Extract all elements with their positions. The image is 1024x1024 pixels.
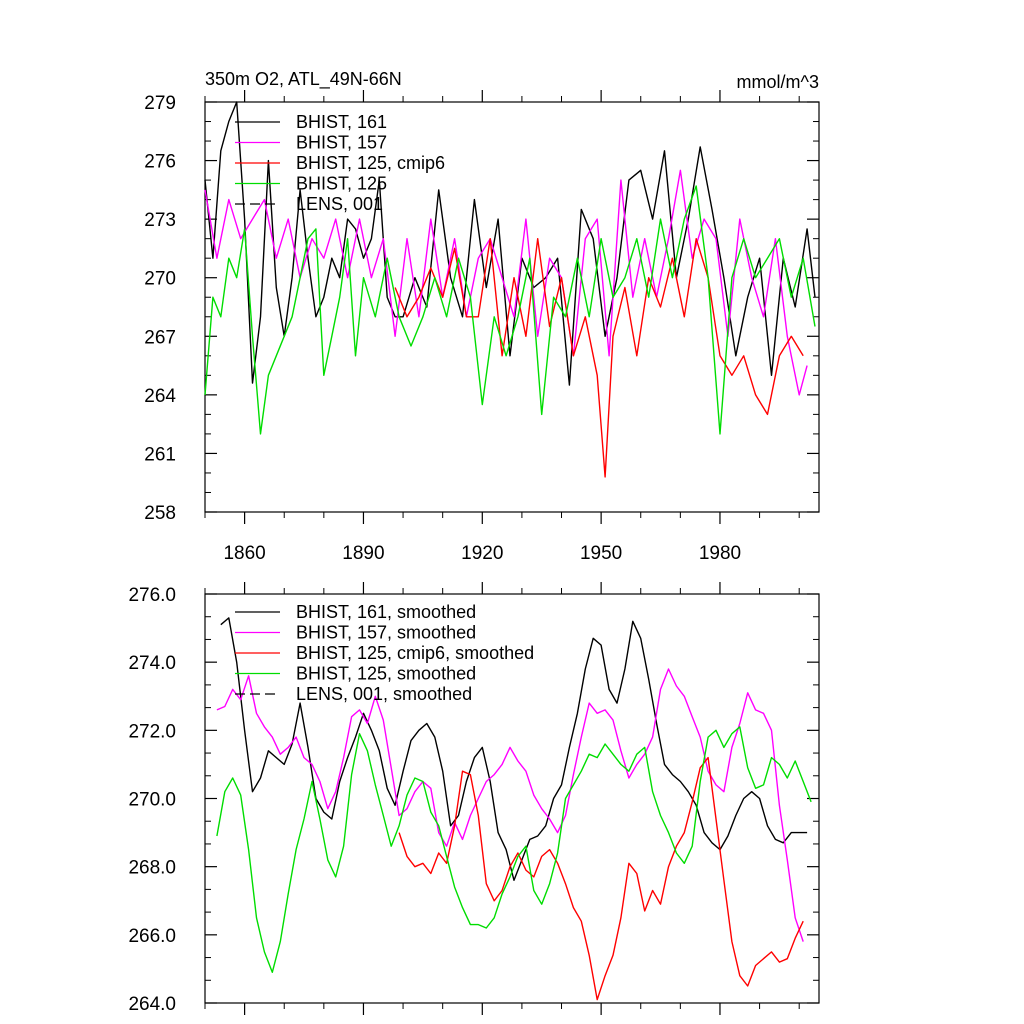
y-tick-label: 272.0: [128, 721, 176, 742]
y-tick-label: 279: [144, 93, 176, 114]
series-line: [204, 169, 808, 396]
legend-label: LENS, 001: [296, 194, 383, 214]
x-tick-label: 1950: [580, 543, 622, 564]
legend-label: LENS, 001, smoothed: [296, 684, 472, 704]
y-tick-label: 270.0: [128, 790, 176, 811]
legend-label: BHIST, 125: [296, 174, 387, 194]
panel-top: 350m O2, ATL_49N-66N mmol/m^3 258 261 264 2…: [144, 69, 820, 564]
series-line: [220, 617, 808, 881]
series-line: [394, 237, 804, 478]
series-line: [398, 756, 804, 1001]
y-tick-label: 276: [144, 152, 176, 173]
y-tick-label: 274.0: [128, 653, 176, 674]
legend-label: BHIST, 125, cmip6: [296, 153, 445, 173]
x-tick-label: 1920: [461, 543, 503, 564]
x-tick-label: 1980: [699, 543, 741, 564]
y-tick-label: 268.0: [128, 858, 176, 879]
y-tick-label: 276.0: [128, 585, 176, 606]
series-line: [204, 185, 816, 435]
plot-frame: [204, 101, 820, 513]
y-tick-label: 264: [144, 386, 176, 407]
series-line: [216, 726, 812, 973]
y-tick-label: 267: [144, 327, 176, 348]
chart-title: 350m O2, ATL_49N-66N: [205, 69, 402, 90]
x-tick-label: 1890: [342, 543, 384, 564]
legend-label: BHIST, 157, smoothed: [296, 623, 476, 643]
legend-label: BHIST, 161: [296, 112, 387, 132]
panel-bottom: 264.0 266.0 268.0 270.0 272.0 274.0 276.0 BHIST…: [128, 582, 820, 1015]
x-tick-label: 1860: [223, 543, 265, 564]
series-line: [216, 668, 804, 942]
y-tick-label: 273: [144, 210, 176, 231]
legend-label: BHIST, 157: [296, 133, 387, 153]
legend-label: BHIST, 125, cmip6, smoothed: [296, 643, 534, 663]
y-tick-label: 261: [144, 444, 176, 465]
legend-label: BHIST, 161, smoothed: [296, 602, 476, 622]
y-tick-label: 264.0: [128, 994, 176, 1015]
y-tick-label: 258: [144, 503, 176, 524]
legend-label: BHIST, 125, smoothed: [296, 664, 476, 684]
y-tick-label: 270: [144, 269, 176, 290]
y-tick-label: 266.0: [128, 926, 176, 947]
units-label: mmol/m^3: [737, 72, 819, 92]
